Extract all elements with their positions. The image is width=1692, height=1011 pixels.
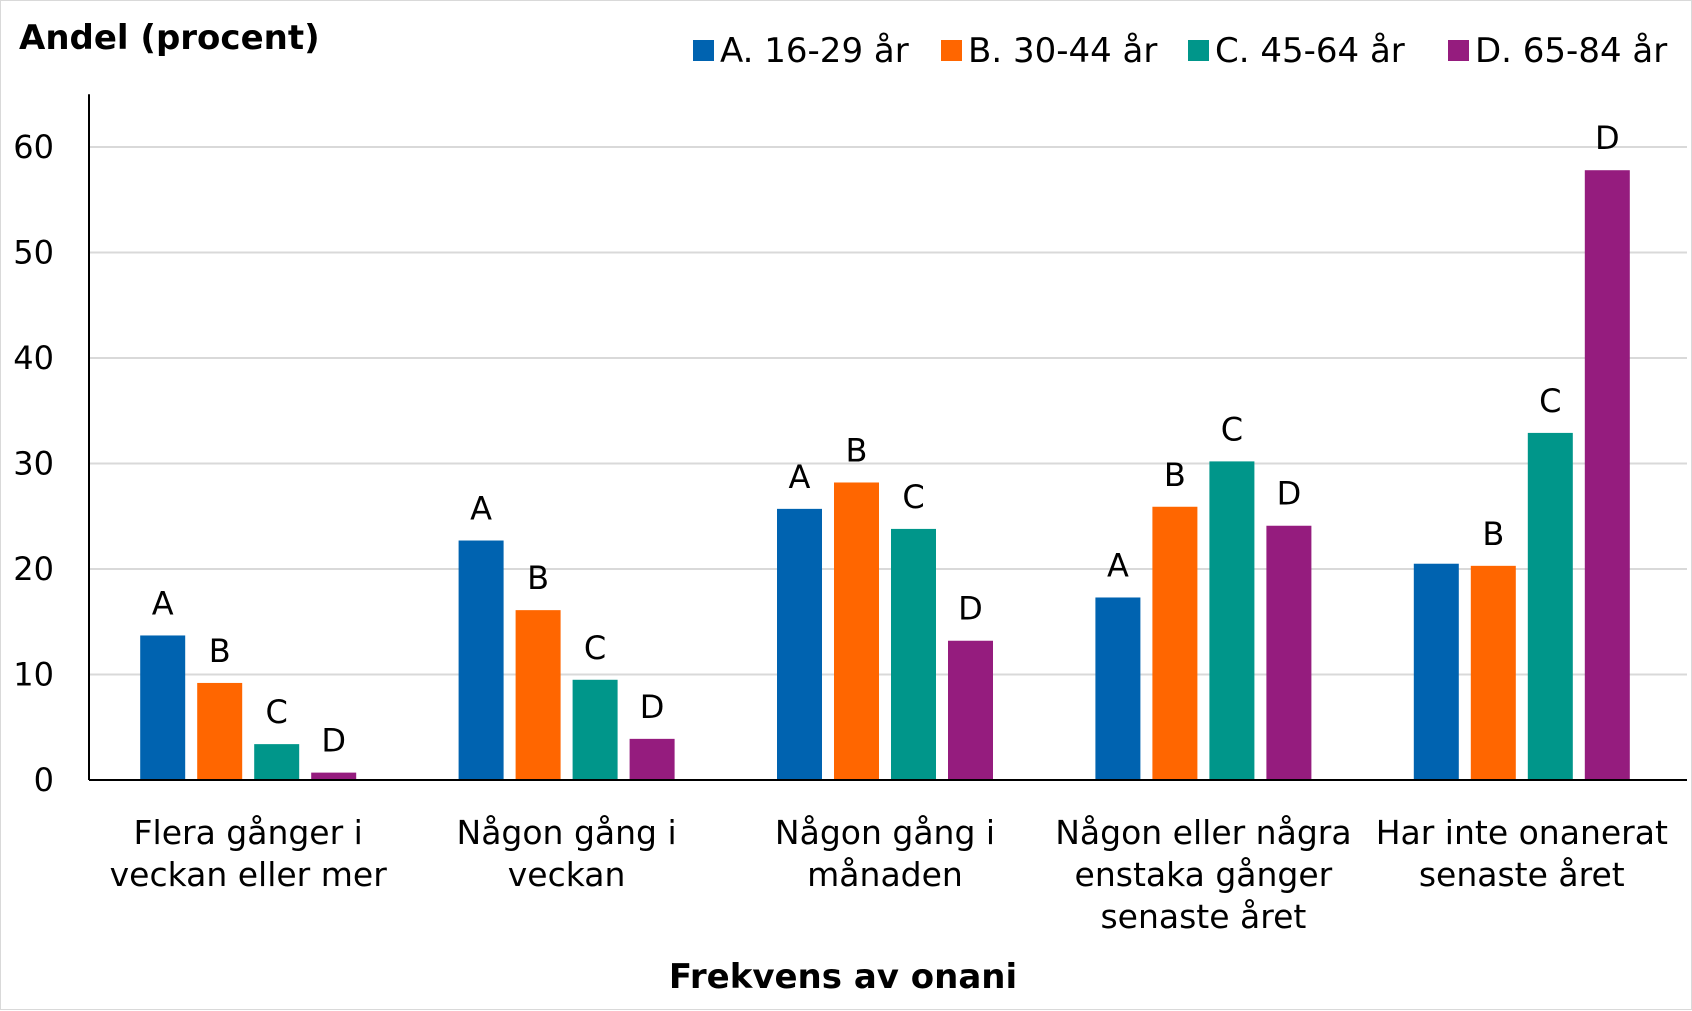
category-label: senaste året — [1100, 897, 1306, 936]
data-label: B — [1482, 515, 1504, 553]
y-tick-label: 20 — [13, 550, 54, 588]
bar — [777, 508, 822, 780]
category-label: Någon eller några — [1055, 813, 1351, 852]
data-label: D — [1277, 475, 1302, 513]
bar — [458, 540, 504, 780]
bar — [1266, 525, 1312, 780]
bar — [629, 738, 675, 780]
x-axis-title: Frekvens av onani — [669, 957, 1017, 997]
y-tick-label: 0 — [34, 761, 54, 799]
y-tick-label: 10 — [13, 656, 54, 694]
data-label: C — [902, 478, 924, 516]
category-label: Flera gånger i — [134, 813, 363, 852]
bar — [1584, 170, 1630, 780]
legend-label: C. 45-64 år — [1215, 31, 1405, 71]
bar — [1527, 432, 1573, 780]
data-label: C — [584, 629, 606, 667]
data-label: C — [266, 693, 288, 731]
legend-swatch — [693, 40, 714, 61]
category-label: veckan eller mer — [110, 855, 388, 894]
data-label: B — [846, 431, 868, 469]
data-label: D — [321, 722, 346, 760]
category-label: Någon gång i — [457, 813, 677, 852]
legend: A. 16-29 år B. 30-44 år C. 45-64 år D. 65-8… — [693, 31, 1667, 71]
data-label: A — [789, 458, 811, 496]
category-label: enstaka gånger — [1075, 855, 1333, 894]
bar — [948, 640, 993, 780]
data-label: A — [470, 490, 492, 528]
category-label: Någon gång i — [775, 813, 995, 852]
legend-label: B. 30-44 år — [968, 31, 1157, 71]
bar — [1413, 563, 1459, 780]
y-axis-title: Andel (procent) — [19, 18, 320, 58]
bar — [1470, 565, 1516, 780]
category-label: Har inte onanerat — [1376, 813, 1668, 852]
data-label: C — [1221, 410, 1243, 448]
legend-swatch — [1188, 40, 1209, 61]
data-label: A — [152, 584, 174, 622]
data-label: D — [958, 590, 983, 628]
category-label: veckan — [508, 855, 626, 894]
bar — [311, 772, 357, 780]
axes — [88, 94, 1687, 781]
data-label: A — [1107, 546, 1129, 584]
bar — [572, 679, 618, 780]
bar — [1095, 597, 1141, 780]
data-label: D — [640, 688, 665, 726]
bar — [1152, 506, 1198, 780]
y-tick-labels: 0 10 20 30 40 50 60 — [13, 128, 54, 799]
bar — [140, 635, 186, 780]
bar — [515, 610, 561, 780]
data-label: B — [1164, 456, 1186, 494]
category-label: månaden — [807, 855, 963, 894]
bar — [197, 682, 243, 780]
y-tick-label: 30 — [13, 445, 54, 483]
data-label: B — [527, 559, 549, 597]
y-tick-label: 60 — [13, 128, 54, 166]
y-tick-label: 50 — [13, 234, 54, 272]
bars — [140, 170, 1630, 780]
legend-label: A. 16-29 år — [720, 31, 909, 71]
y-tick-label: 40 — [13, 339, 54, 377]
bar — [254, 744, 300, 780]
bar — [834, 482, 879, 780]
data-label: C — [1539, 382, 1561, 420]
bar — [1209, 461, 1255, 780]
legend-swatch — [941, 40, 962, 61]
bar — [891, 528, 936, 780]
data-label: B — [209, 632, 231, 670]
legend-label: D. 65-84 år — [1475, 31, 1667, 71]
data-label: D — [1595, 119, 1620, 157]
legend-swatch — [1448, 40, 1469, 61]
category-label: senaste året — [1419, 855, 1625, 894]
